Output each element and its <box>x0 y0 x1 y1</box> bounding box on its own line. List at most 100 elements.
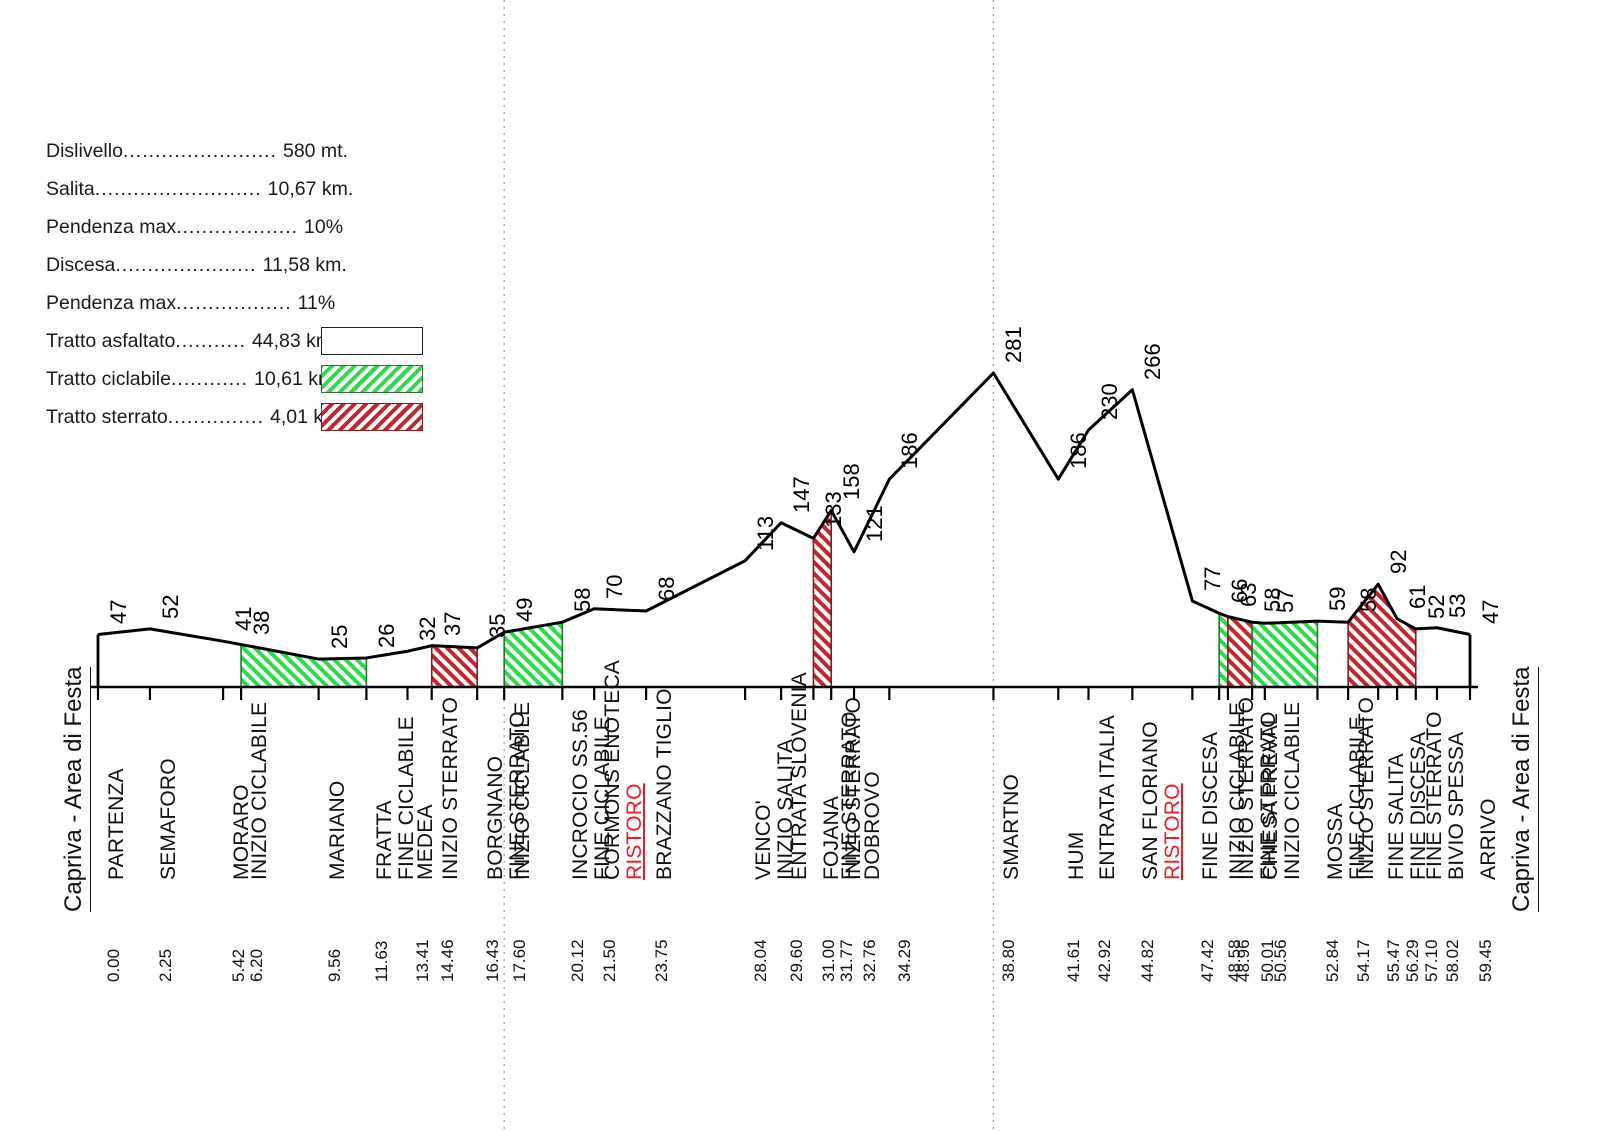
elevation-label-17: 121 <box>862 505 888 542</box>
elevation-label-23: 77 <box>1200 566 1226 591</box>
summary-label: Tratto ciclabile <box>46 367 171 390</box>
elevation-line <box>96 371 1472 687</box>
place-sublabel-26: INIZIO CICLABILE <box>1281 701 1305 880</box>
place-label-26: CHIESA PREVAL <box>1259 713 1283 880</box>
summary-dots: ............ <box>171 367 249 390</box>
distance-label-11: 21.50 <box>600 939 620 982</box>
elevation-label-13: 113 <box>753 515 779 551</box>
elevation-label-30: 92 <box>1386 549 1412 575</box>
place-label-28: MOSSA <box>1324 803 1348 880</box>
distance-label-7: 14.46 <box>437 939 457 982</box>
distance-label-8: 16.43 <box>483 939 503 982</box>
summary-dots: ...................... <box>115 253 257 276</box>
summary-row-2: Pendenza max................... 10% <box>46 208 466 246</box>
distance-label-9: 17.60 <box>510 939 530 982</box>
summary-label: Discesa <box>46 253 116 276</box>
elevation-label-4: 25 <box>326 624 352 650</box>
distance-label-12: 23.75 <box>652 939 672 982</box>
place-sublabel-22: RISTORO <box>1161 783 1185 880</box>
place-label-29: INIZIO STERRATO <box>1355 696 1379 880</box>
distance-label-25: 48.96 <box>1233 939 1253 982</box>
elevation-label-20: 186 <box>1066 432 1092 470</box>
place-label-19: SMARTNO <box>1000 773 1024 880</box>
distance-label-10: 20.12 <box>568 939 588 982</box>
summary-row-0: Dislivello........................ 580 mt… <box>46 132 466 170</box>
elevation-label-21: 230 <box>1096 383 1122 420</box>
summary-value: 11,58 km. <box>262 253 347 276</box>
elevation-label-1: 52 <box>157 594 183 619</box>
summary-label: Pendenza max <box>46 215 177 238</box>
legend-swatch-cycleway <box>321 365 423 393</box>
elevation-label-10: 58 <box>570 587 596 613</box>
elevation-label-34: 47 <box>1478 599 1503 625</box>
elevation-profile-line <box>97 371 1471 661</box>
legend-swatch-gravel <box>321 403 423 431</box>
place-label-13: VENCO' <box>752 800 776 880</box>
place-label-21: ENTRATA ITALIA <box>1095 715 1119 880</box>
place-label-17: DOBROVO <box>861 771 885 880</box>
distance-label-13: 28.04 <box>751 939 771 982</box>
elevation-label-29: 58 <box>1356 587 1382 613</box>
distance-axis <box>90 685 1478 700</box>
elevation-label-0: 47 <box>106 599 131 625</box>
elevation-label-28: 59 <box>1325 586 1351 612</box>
distance-label-4: 9.56 <box>324 948 344 982</box>
distance-label-31: 56.29 <box>1403 939 1423 982</box>
place-label-14: ENTRATA SLOVENIA <box>788 672 812 880</box>
summary-dots: .................. <box>176 291 292 314</box>
distance-label-3: 6.20 <box>247 948 267 982</box>
place-label-6: MEDEA <box>414 804 438 880</box>
summary-row-4: Pendenza max.................. 11% <box>46 284 466 322</box>
route-summary-legend: Dislivello........................ 580 mt… <box>46 132 466 436</box>
elevation-label-16: 158 <box>839 463 865 501</box>
summary-value: 10% <box>304 215 344 238</box>
distance-label-17: 32.76 <box>860 939 880 982</box>
place-label-16: FINE STERRATO <box>838 711 862 880</box>
elevation-label-12: 68 <box>654 576 680 601</box>
summary-value: 10,61 km. <box>254 367 340 390</box>
distance-label-0: 0.00 <box>104 948 123 982</box>
summary-dots: ........... <box>175 329 246 352</box>
place-label-8: BORGNANO <box>484 755 508 880</box>
elevation-label-18: 186 <box>897 432 923 470</box>
distance-label-34: 59.45 <box>1476 939 1495 982</box>
distance-label-33: 58.02 <box>1442 939 1462 982</box>
place-label-0: PARTENZA <box>105 768 128 880</box>
side-label-right: Capriva - Area di Festa <box>1508 666 1539 912</box>
elevation-label-22: 266 <box>1140 343 1166 380</box>
elevation-label-7: 37 <box>439 611 465 636</box>
distance-label-23: 47.42 <box>1198 939 1218 982</box>
segment-gravel-3 <box>430 644 478 688</box>
summary-value: 580 mt. <box>282 139 349 162</box>
distance-label-30: 55.47 <box>1384 939 1404 982</box>
summary-dots: ............... <box>167 405 265 428</box>
distance-label-18: 34.29 <box>895 939 915 982</box>
summary-dots: .......................... <box>94 177 262 200</box>
place-sublabel-32: BIVIO SPESSA <box>1444 731 1468 880</box>
distance-label-16: 31.77 <box>837 939 857 982</box>
distance-label-6: 13.41 <box>413 939 433 982</box>
elevation-label-9: 49 <box>512 597 538 623</box>
side-label-left: Capriva - Area di Festa <box>60 666 91 912</box>
summary-label: Dislivello <box>46 139 123 162</box>
summary-label: Tratto asfaltato <box>46 329 176 352</box>
elevation-label-11: 70 <box>602 574 628 599</box>
summary-row-7: Tratto sterrato............... 4,01 km. <box>46 398 466 436</box>
distance-label-29: 54.17 <box>1354 939 1374 982</box>
place-label-4: MARIANO <box>325 780 349 880</box>
summary-label: Pendenza max <box>46 291 177 314</box>
place-label-7: INIZIO STERRATO <box>438 696 462 880</box>
elevation-label-6: 32 <box>415 616 441 642</box>
distance-label-28: 52.84 <box>1323 939 1343 982</box>
distance-label-14: 29.60 <box>787 939 807 982</box>
place-label-3: INIZIO CICLABILE <box>248 701 272 880</box>
distance-label-32: 57.10 <box>1421 939 1441 982</box>
distance-label-21: 42.92 <box>1094 939 1114 982</box>
ristoro-marker: RISTORO <box>1161 783 1185 880</box>
place-label-10: INCROCIO SS.56 <box>569 709 593 880</box>
distance-label-1: 2.25 <box>155 948 175 982</box>
elevation-label-25: 63 <box>1235 582 1261 607</box>
segment-gravel-10 <box>1227 615 1253 688</box>
